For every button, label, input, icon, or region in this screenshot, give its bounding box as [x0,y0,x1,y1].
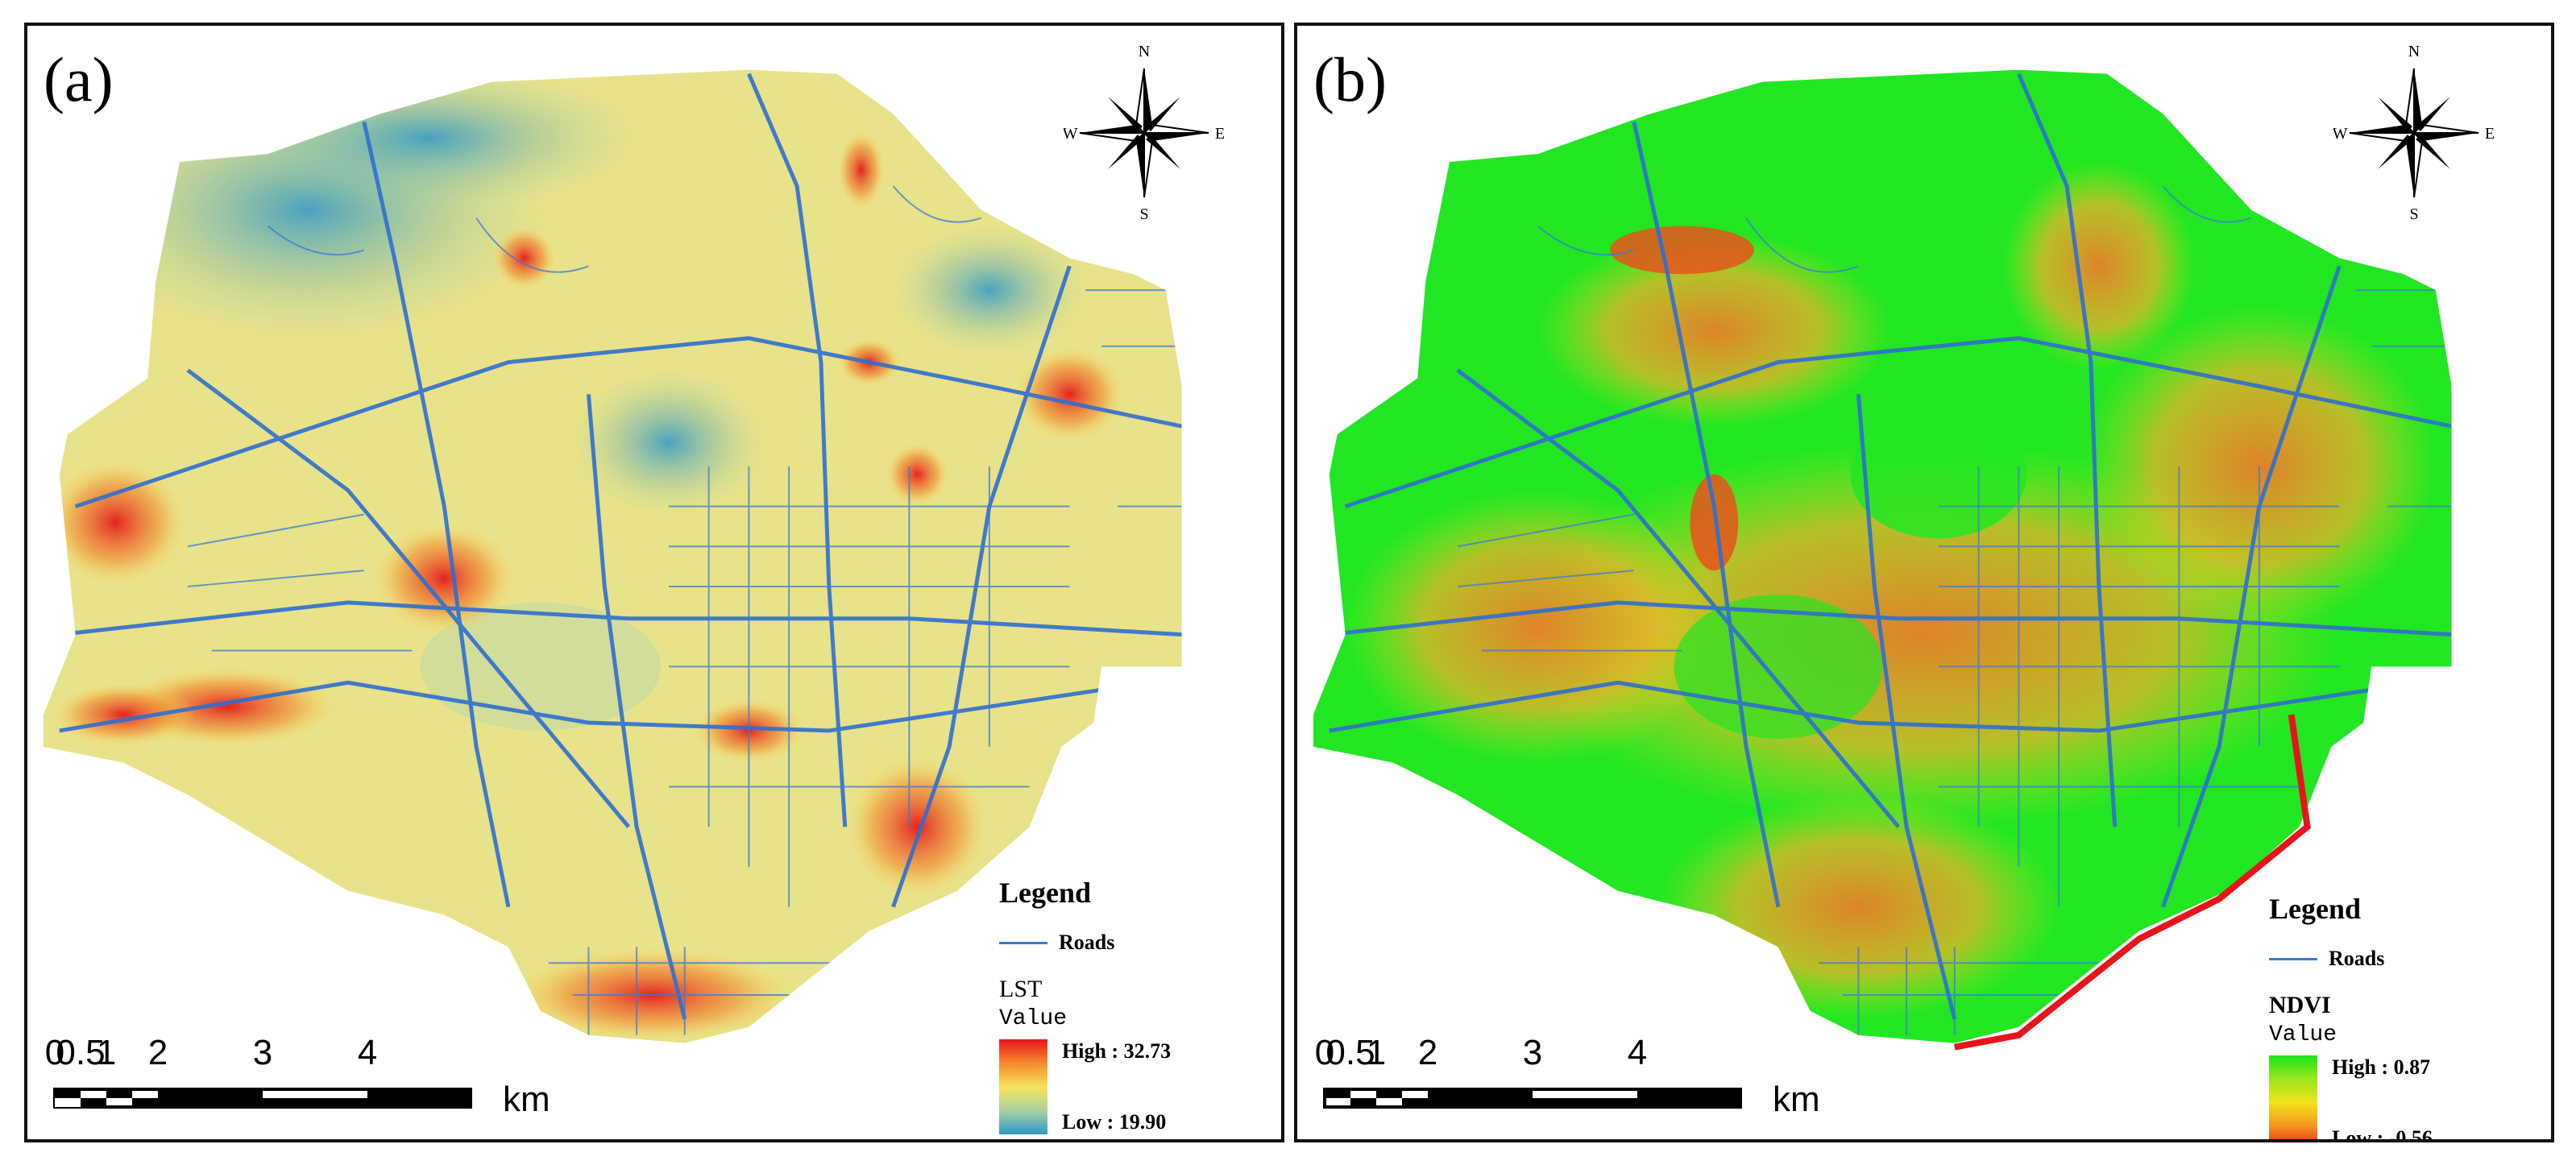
scale-tick-label: 0.5 [56,1033,106,1072]
legend-title: Legend [999,877,1092,909]
scale-unit: km [1773,1080,1820,1119]
color-ramp [999,1039,1047,1134]
layer-name: NDVI [2269,992,2331,1018]
legend-roads: Roads [2269,947,2503,971]
scale-unit: km [503,1080,550,1119]
low-label: Low : 19.90 [1062,1110,1167,1134]
scale-bar: 0 0.5 1 2 3 4 km [1315,1033,1821,1121]
low-label: Low : -0.56 [2332,1126,2433,1142]
roads-label: Roads [2329,947,2385,970]
scale-bar-graphic [53,1088,472,1109]
roads-label: Roads [1059,931,1115,954]
scale-tick-label: 2 [1417,1033,1438,1072]
legend: Legend Roads LST Value High : 32.73 Low … [999,876,1233,1134]
ndvi-map [1313,69,2452,1051]
north-arrow-icon: N S E W [1063,40,1226,226]
scale-tick-label: 1 [1366,1033,1387,1072]
legend-title: Legend [2269,893,2362,925]
lst-map [43,69,1182,1043]
lst-map-panel: (a) N S E W Legend [24,23,1284,1142]
south-label: S [2409,205,2418,223]
panel-label: (b) [1313,44,1387,114]
west-label: W [2333,125,2348,143]
scale-tick-label: 4 [357,1033,378,1072]
east-label: E [1215,125,1225,143]
legend-roads: Roads [999,931,1233,955]
north-arrow-icon: N S E W [2333,40,2495,226]
color-ramp-row: High : 32.73 Low : 19.90 [999,1039,1233,1134]
scale-tick-label: 1 [96,1033,117,1072]
east-label: E [2485,125,2495,143]
scale-bar: 0 0.5 1 2 3 4 km [45,1033,551,1121]
road-line-icon [2269,957,2317,960]
scale-tick-label: 4 [1627,1033,1648,1072]
west-label: W [1064,125,1078,143]
value-label: Value [2269,1022,2337,1047]
layer-name: LST [999,976,1043,1002]
color-ramp [2269,1055,2317,1139]
scale-bar-graphic [1323,1088,1742,1109]
scale-tick-label: 3 [1522,1033,1543,1072]
color-ramp-row: High : 0.87 Low : -0.56 [2269,1055,2503,1142]
high-label: High : 0.87 [2332,1055,2431,1079]
north-label: N [1139,43,1150,60]
scale-tick-label: 0 [1314,1033,1335,1072]
scale-tick-label: 0 [44,1033,65,1072]
high-label: High : 32.73 [1062,1039,1172,1063]
south-label: S [1139,205,1148,223]
ndvi-map-panel: (b) N S E W Legend [1294,23,2554,1142]
panel-label: (a) [44,44,114,114]
scale-tick-label: 3 [252,1033,273,1072]
legend: Legend Roads NDVI Value High : 0.87 Low … [2269,892,2503,1142]
north-label: N [2408,43,2420,60]
road-line-icon [999,941,1047,944]
scale-tick-label: 2 [147,1033,168,1072]
value-label: Value [999,1006,1068,1031]
scale-tick-label: 0.5 [1325,1033,1375,1072]
